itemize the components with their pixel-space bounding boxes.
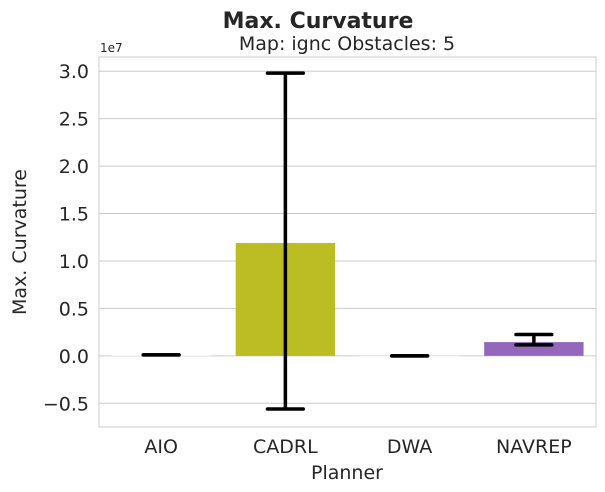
bars (111, 242, 584, 357)
plot-frame (98, 56, 597, 428)
bar (484, 342, 584, 356)
y-tick-label: 1.5 (59, 204, 89, 226)
y-tick-label: 1.0 (59, 251, 89, 273)
chart-subtitle: Map: ignc Obstacles: 5 (239, 33, 455, 55)
y-tick-label: 0.0 (59, 346, 89, 368)
y-tick-label: 3.0 (59, 61, 89, 83)
error-bars (141, 71, 554, 411)
y-axis-label: Max. Curvature (9, 169, 31, 315)
x-tick-label: DWA (387, 436, 432, 458)
chart-title: Max. Curvature (223, 9, 414, 34)
y-tick-label: 2.5 (59, 109, 89, 131)
y-tick-labels: −0.5 0.0 0.5 1.0 1.5 2.0 2.5 3.0 (43, 61, 89, 415)
y-tick-label: −0.5 (43, 393, 89, 415)
y-offset-label: 1e7 (100, 41, 123, 55)
x-tick-label: AIO (144, 436, 178, 458)
y-tick-label: 2.0 (59, 156, 89, 178)
x-tick-label: NAVREP (496, 436, 572, 458)
x-tick-label: CADRL (253, 436, 318, 458)
y-tick-label: 0.5 (59, 298, 89, 320)
x-axis-label: Planner (311, 462, 383, 484)
x-tick-labels: AIO CADRL DWA NAVREP (144, 436, 571, 458)
